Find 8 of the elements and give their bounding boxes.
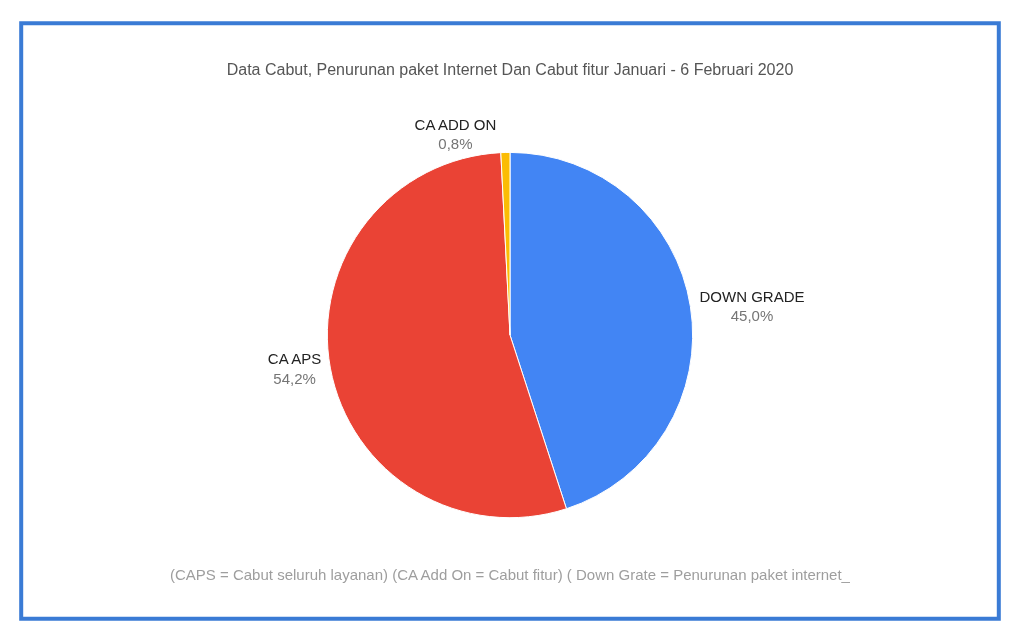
slice-label: DOWN GRADE: [699, 287, 805, 305]
data-label: 45,0%: [730, 307, 774, 325]
slice-label: CA APS: [267, 350, 322, 368]
data-label: 54,2%: [273, 370, 316, 387]
text: (CAPS = Cabut seluruh layanan) (CA Add On = Cabut fitur) ( Down Grate = Penurunan paket internet_: [170, 566, 851, 583]
data-label: 0,8%: [438, 135, 473, 153]
chart-title: Data Cabut, Penurunan paket Internet Dan Cabut fitur Januari - 6 Februari 2020: [226, 61, 794, 79]
slice-label: CA ADD ON: [414, 115, 497, 133]
